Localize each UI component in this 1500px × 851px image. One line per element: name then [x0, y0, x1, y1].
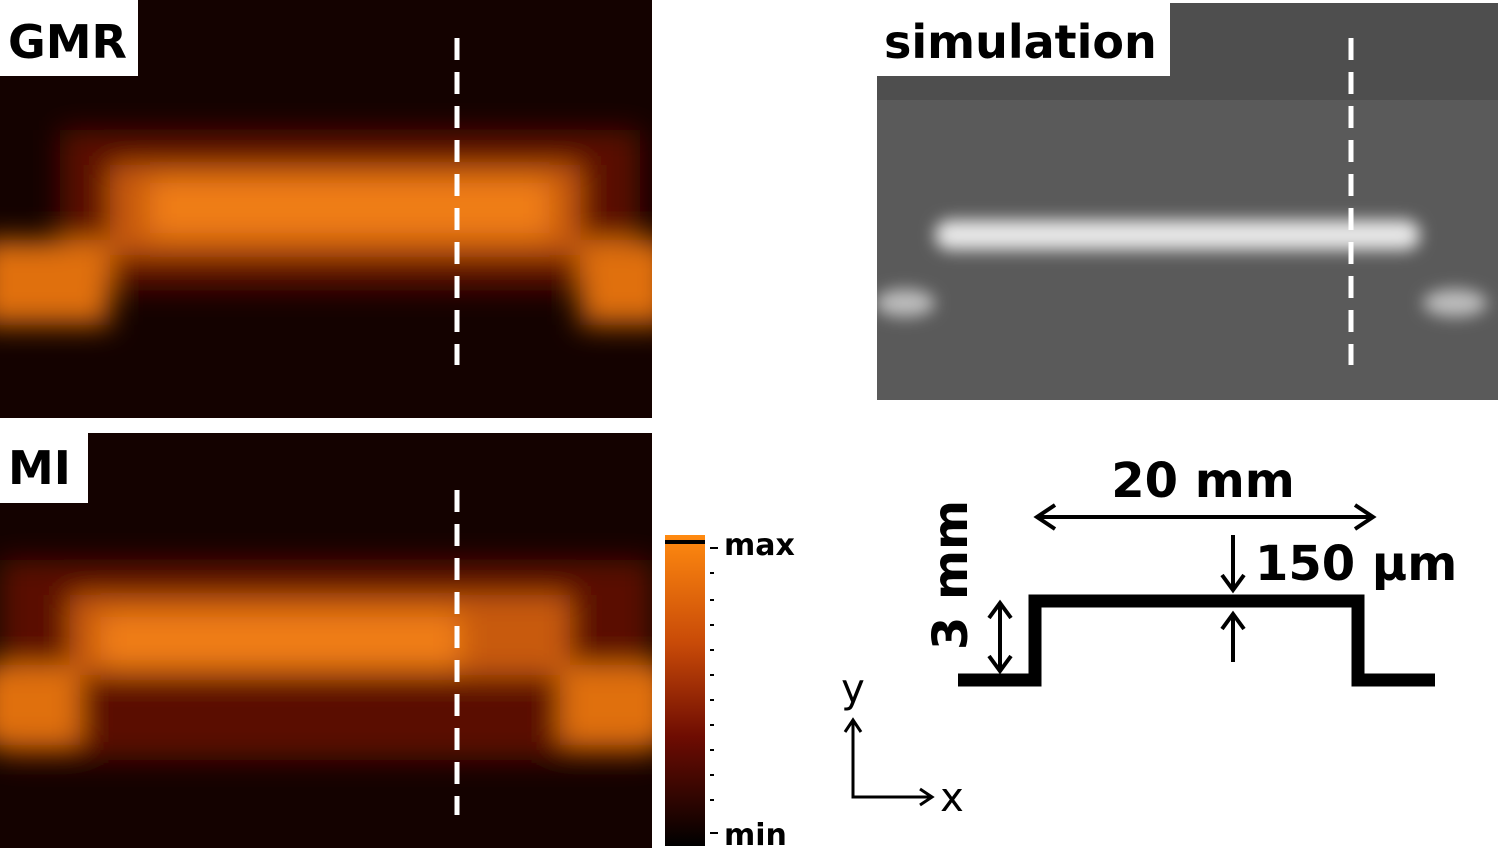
- colorbar-mark: [665, 540, 705, 544]
- mi-map: [0, 433, 652, 848]
- height-label: 3 mm: [923, 500, 979, 650]
- colorbar-max: max: [724, 528, 795, 563]
- axis-x-label: x: [940, 775, 964, 821]
- sample-profile: [958, 594, 1435, 687]
- panel-label: GMR: [8, 15, 127, 69]
- dimension-arrows: [987, 503, 1377, 675]
- panel-label: simulation: [884, 15, 1157, 69]
- panel-label: MI: [8, 441, 71, 495]
- label-box: [877, 3, 1170, 76]
- dashed-lines: [454, 38, 1354, 815]
- label-box: [0, 433, 88, 503]
- colorbar: [665, 535, 705, 846]
- label-box: [0, 0, 138, 76]
- gmr-map: [0, 0, 652, 418]
- thickness-label: 150 µm: [1255, 536, 1457, 592]
- colorbar-min: min: [724, 818, 787, 851]
- coordinate-axes: [843, 717, 935, 807]
- colorbar-ticks: [710, 547, 718, 834]
- width-label: 20 mm: [1111, 453, 1295, 509]
- axis-y-label: y: [841, 666, 865, 712]
